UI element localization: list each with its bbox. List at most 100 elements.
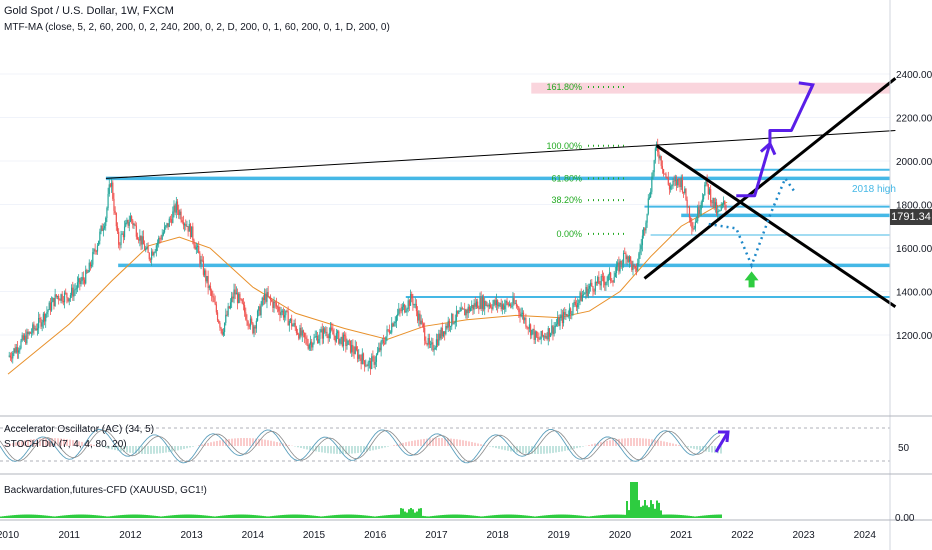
ac-histogram-bar <box>435 438 437 446</box>
backwardation-bar <box>402 508 404 518</box>
candle-body <box>360 358 362 365</box>
candle-body <box>392 323 394 327</box>
candle-body <box>715 202 718 214</box>
candle-body <box>573 301 575 303</box>
backwardation-bar <box>528 515 530 518</box>
backwardation-bar <box>400 508 402 518</box>
candle-body <box>512 298 514 306</box>
backwardation-bar <box>704 515 706 518</box>
candle-body <box>505 300 507 306</box>
y-tick-label: 2000.00 <box>896 157 932 168</box>
candle-body <box>694 222 696 229</box>
candle-body <box>279 311 281 316</box>
candle-body <box>418 313 420 321</box>
candle-body <box>542 335 545 337</box>
candle-body <box>254 326 256 329</box>
candle-body <box>597 276 599 284</box>
ac-histogram-bar <box>144 446 146 454</box>
candle-body <box>267 292 269 297</box>
ac-pane-value: 50 <box>898 443 910 454</box>
ac-histogram-bar <box>162 446 164 453</box>
ac-histogram-bar <box>678 445 680 446</box>
backwardation-bar <box>406 512 408 518</box>
candle-body <box>10 357 13 359</box>
x-tick-label: 2012 <box>119 530 142 541</box>
ac-histogram-bar <box>327 446 329 454</box>
candle-body <box>535 331 538 338</box>
backwardation-bar <box>698 516 700 518</box>
candle-body <box>558 317 560 326</box>
candle-body <box>648 197 651 199</box>
candle-body <box>665 173 667 177</box>
candle-body <box>109 184 112 187</box>
backwardation-bar <box>90 514 92 518</box>
backwardation-bar <box>712 514 714 518</box>
candle-body <box>87 272 89 273</box>
candle-body <box>216 312 219 321</box>
candle-body <box>567 316 569 317</box>
backwardation-bar <box>430 516 432 518</box>
backwardation-bar <box>328 515 330 518</box>
candle-body <box>233 289 235 299</box>
ac-histogram-bar <box>276 442 278 446</box>
backwardation-bar <box>424 516 426 518</box>
candle-body <box>566 314 568 317</box>
fib-label: 61.80% <box>551 173 582 183</box>
backwardation-bar <box>652 504 654 518</box>
candle-body <box>162 232 165 235</box>
candle-body <box>659 156 661 159</box>
candle-body <box>286 310 288 312</box>
backwardation-bar <box>2 516 4 518</box>
backwardation-bar <box>526 515 528 518</box>
backwardation-bar <box>540 515 542 518</box>
backwardation-bar <box>238 514 240 518</box>
backwardation-bar <box>46 515 48 518</box>
x-tick-label: 2024 <box>854 530 877 541</box>
candle-body <box>334 335 336 342</box>
candle-body <box>227 306 229 316</box>
candle-body <box>88 262 90 273</box>
backwardation-bar <box>422 515 424 518</box>
candle-body <box>285 310 287 316</box>
backwardation-bar <box>248 514 250 518</box>
candle-body <box>369 361 372 370</box>
backwardation-bar <box>182 514 184 518</box>
candle-body <box>662 169 665 174</box>
ac-histogram-bar <box>546 446 548 454</box>
candle-body <box>660 156 662 166</box>
candle-body <box>48 302 50 310</box>
candle-body <box>66 293 68 298</box>
candle-body <box>55 294 57 297</box>
candle-body <box>154 251 156 253</box>
ac-histogram-bar <box>636 438 638 446</box>
ac-histogram-bar <box>654 439 656 446</box>
ac-histogram-bar <box>9 443 11 446</box>
backwardation-bar <box>596 515 598 518</box>
backwardation-bar <box>76 514 78 518</box>
backwardation-bar <box>10 515 12 518</box>
candle-body <box>264 293 266 300</box>
target-zone <box>531 82 890 94</box>
candle-body <box>545 336 547 338</box>
candle-body <box>686 199 688 208</box>
candle-body <box>52 297 54 303</box>
ac-histogram-bar <box>699 446 701 451</box>
ac-histogram-bar <box>645 438 647 446</box>
ac-histogram-bar <box>474 442 476 446</box>
candle-body <box>432 342 434 351</box>
candle-body <box>608 272 611 276</box>
candle-body <box>79 278 81 285</box>
candle-body <box>393 323 395 327</box>
backwardation-bar <box>264 516 266 518</box>
candle-body <box>261 297 263 306</box>
candle-body <box>448 320 450 327</box>
candle-body <box>604 281 606 286</box>
backwardation-bar <box>56 516 58 518</box>
back-pane-value: 0.00 <box>895 513 915 524</box>
candle-body <box>224 322 226 333</box>
candle-body <box>606 280 608 283</box>
fibonacci-levels: 161.80% 100.00% 61.80% 38.20% 0.00% <box>546 82 628 239</box>
x-tick-label: 2022 <box>731 530 754 541</box>
candle-body <box>637 263 639 271</box>
candle-body <box>384 343 386 344</box>
